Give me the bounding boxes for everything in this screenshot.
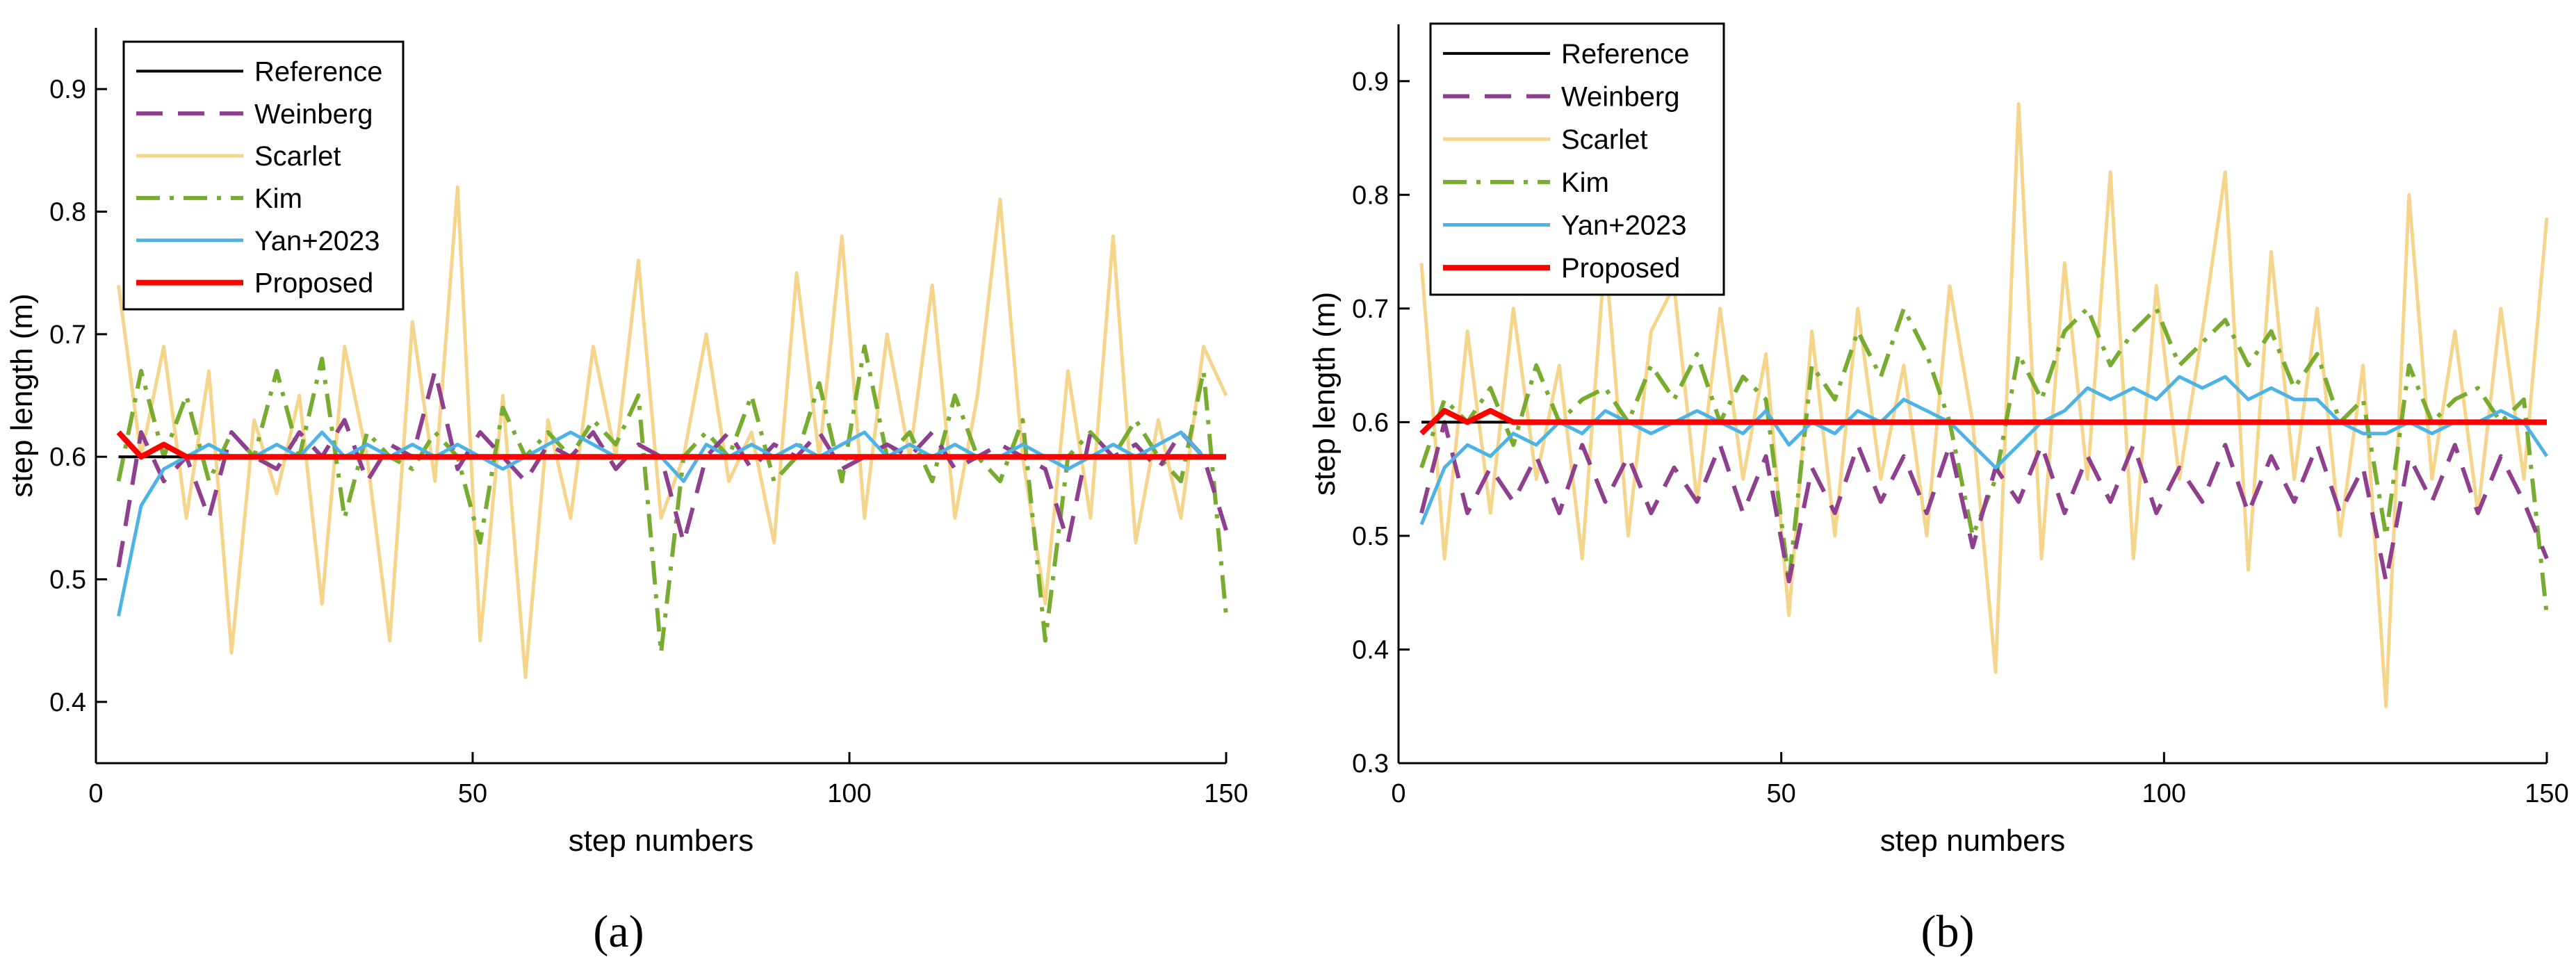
series-line-proposed [1419,408,2547,436]
legend-label: Proposed [254,268,373,299]
series-line-kim [116,344,1228,655]
y-tick-label: 0.6 [49,443,86,472]
legend: Reference Weinberg Scarlet Kim Yan+2023 Propo… [122,40,405,311]
y-tick-label: 0.9 [1352,67,1389,97]
x-tick-label: 0 [88,779,103,808]
legend-label: Kim [254,183,302,214]
chart-panel-a: 0 50 100 150 0.4 0.5 0.6 0.7 0.8 0.9 step numbers s… [5,28,1248,957]
series-line-scarlet [1419,102,2549,708]
series-line-scarlet [117,185,1228,680]
y-tick-label: 0.4 [49,688,86,717]
y-axis-label: step length (m) [1307,292,1342,496]
y-tick-label: 0.3 [1352,749,1389,778]
chart-panel-b: 0 50 100 150 0.3 0.4 0.5 0.6 0.7 0.8 0.9 step numbe… [1307,22,2569,957]
legend-box [122,40,405,311]
x-axis-label: step numbers [1880,824,2066,858]
legend-label: Scarlet [254,141,341,172]
legend-label: Yan+2023 [254,226,380,256]
legend-label: Yan+2023 [1561,211,1687,241]
x-tick-label: 50 [458,779,487,808]
x-tick-label: 50 [1767,779,1796,808]
x-tick-label: 0 [1391,779,1405,808]
legend-label: Reference [1561,39,1690,70]
series-line-yan-2023 [1419,375,2549,525]
y-axis-label: step length (m) [5,293,39,497]
legend-label: Scarlet [1561,124,1648,155]
legend-label: Proposed [1561,253,1680,284]
y-tick-label: 0.9 [49,75,86,104]
panel-label: (b) [1921,906,1975,957]
legend: Reference Weinberg Scarlet Kim Yan+2023 Propo… [1429,22,1725,296]
legend-label: Weinberg [1561,82,1679,113]
y-tick-label: 0.8 [49,198,86,227]
series-line-proposed [116,430,1226,460]
series-line-weinberg [116,368,1228,568]
y-tick-label: 0.8 [1352,181,1389,210]
legend-label: Kim [1561,168,1609,198]
y-tick-label: 0.7 [49,320,86,350]
x-tick-label: 150 [1204,779,1248,808]
legend-box [1429,22,1725,296]
y-tick-label: 0.5 [49,566,86,595]
y-tick-label: 0.6 [1352,408,1389,437]
y-tick-label: 0.5 [1352,522,1389,551]
y-tick-label: 0.4 [1352,635,1389,664]
x-tick-label: 150 [2525,779,2568,808]
panel-label: (a) [593,906,644,957]
x-tick-label: 100 [2142,779,2186,808]
y-tick-label: 0.7 [1352,295,1389,324]
series-line-weinberg [1419,420,2549,584]
x-axis-label: step numbers [569,824,754,858]
legend-label: Reference [254,56,383,87]
x-tick-label: 100 [827,779,871,808]
legend-label: Weinberg [254,99,373,129]
